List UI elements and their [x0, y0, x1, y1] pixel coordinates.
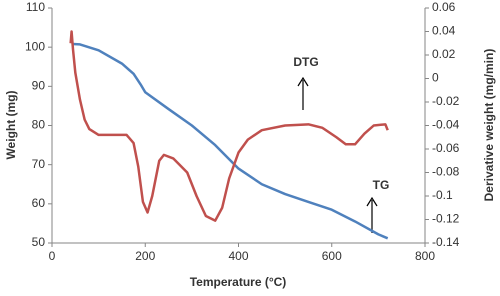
x-tick-label: 600 — [322, 249, 342, 263]
x-tick-label: 200 — [135, 249, 155, 263]
line-series — [69, 30, 389, 222]
y2-tick-label: 0 — [432, 71, 439, 85]
x-tick-label: 800 — [415, 249, 435, 263]
y-axis-title: Weight (mg) — [4, 90, 18, 159]
y2-tick-label: -0.1 — [432, 188, 453, 202]
y2-tick-label: 0.06 — [432, 0, 456, 14]
y-tick-label: 90 — [32, 79, 46, 93]
x-tick-label: 0 — [49, 249, 56, 263]
y2-tick-label: -0.14 — [432, 235, 460, 249]
y2-tick-label: -0.08 — [432, 165, 460, 179]
y2-tick-label: -0.06 — [432, 141, 460, 155]
x-axis-title: Temperature (°C) — [190, 275, 287, 289]
y-tick-label: 80 — [32, 118, 46, 132]
y2-tick-label: -0.02 — [432, 94, 460, 108]
y2-tick-label: -0.04 — [432, 118, 460, 132]
annotation: DTG — [293, 55, 318, 69]
x-tick-label: 400 — [228, 249, 248, 263]
annotation: TG — [373, 178, 390, 192]
y2-tick-label: 0.02 — [432, 47, 456, 61]
y-tick-label: 110 — [26, 0, 45, 14]
y-tick-label: 60 — [32, 196, 46, 210]
y2-axis-title: Derivative weight (mg/min) — [482, 49, 496, 202]
y2-tick-label: -0.12 — [432, 212, 460, 226]
y-tick-label: 50 — [32, 235, 46, 249]
arrow-head — [297, 76, 309, 87]
y-tick-label: 70 — [32, 157, 46, 171]
arrow-head — [366, 196, 378, 207]
y-tick-label: 100 — [25, 39, 45, 53]
y2-tick-label: 0.04 — [432, 24, 456, 38]
line-series — [72, 42, 389, 240]
